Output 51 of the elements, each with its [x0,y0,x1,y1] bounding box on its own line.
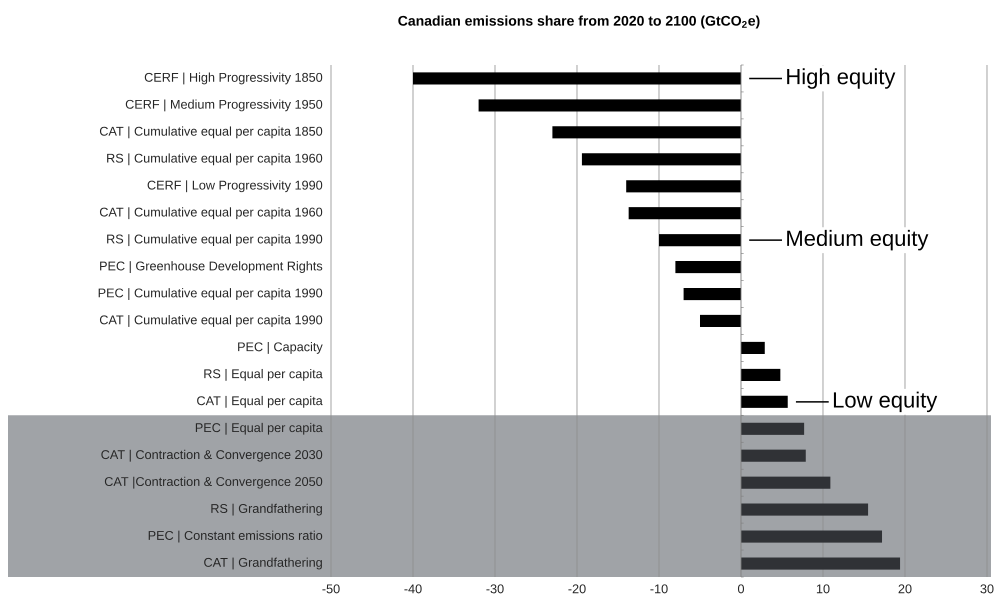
y-tick-label: CAT | Grandfathering [204,558,322,570]
x-tick-label: 0 [738,584,744,594]
y-tick-label: PEC | Constant emissions ratio [148,530,322,542]
bar [700,314,741,328]
y-tick-label: PEC | Greenhouse Development Rights [100,261,322,274]
bar [740,476,830,489]
y-tick-label: PEC | Cumulative equal per capita 1990 [98,288,322,300]
annotation: High equity [787,68,896,89]
x-tick-label: -40 [404,584,422,594]
y-tick-label: PEC | Capacity [238,342,323,354]
bar [478,99,741,112]
bar [740,342,765,354]
x-tick-label: -20 [568,584,586,594]
x-tick-label: 10 [816,584,830,594]
x-tick-label: 20 [898,584,912,594]
y-tick-label: CERF | Medium Progressivity 1950 [126,99,322,112]
bar [740,368,780,381]
y-tick-label: CAT | Cumulative equal per capita 1850 [100,126,322,138]
bar [582,153,741,166]
y-tick-label: CAT |Contraction & Convergence 2050 [104,476,322,489]
bar [628,207,741,220]
chart-title: Canadian emissions share from 2020 to 2100 (GtCO$_{2}$e) [398,15,760,29]
y-tick-label: RS | Cumulative equal per capita 1990 [107,234,322,246]
y-tick-label: CAT | Equal per capita [197,396,323,408]
bar [740,450,806,462]
y-tick-label: RS | Grandfathering [211,504,322,516]
bar [740,557,900,570]
y-tick-label: PEC | Equal per capita [196,422,323,435]
y-tick-label: CAT | Contraction & Convergence 2030 [101,450,322,462]
bar [684,288,741,300]
bar [740,504,868,516]
annotation: Medium equity [787,230,928,250]
x-tick-label: 30 [980,584,994,594]
bar [740,530,882,543]
y-tick-label: CAT | Cumulative equal per capita 1960 [100,207,322,220]
x-tick-label: -50 [322,584,340,594]
bar [740,396,788,408]
bar [740,422,804,435]
bar [675,261,741,274]
x-tick-label: -10 [650,584,668,594]
y-tick-label: RS | Equal per capita [204,368,323,381]
y-tick-label: CERF | Low Progressivity 1990 [148,180,322,192]
y-tick-label: CAT | Cumulative equal per capita 1990 [100,315,322,327]
bar [658,234,741,246]
y-tick-label: CERF | High Progressivity 1850 [144,72,322,84]
bar [413,72,741,85]
annotation: Low equity [834,392,938,412]
bar [626,180,741,192]
bar [552,126,741,138]
x-tick-label: -30 [486,584,504,594]
y-tick-label: RS | Cumulative equal per capita 1960 [107,153,322,166]
